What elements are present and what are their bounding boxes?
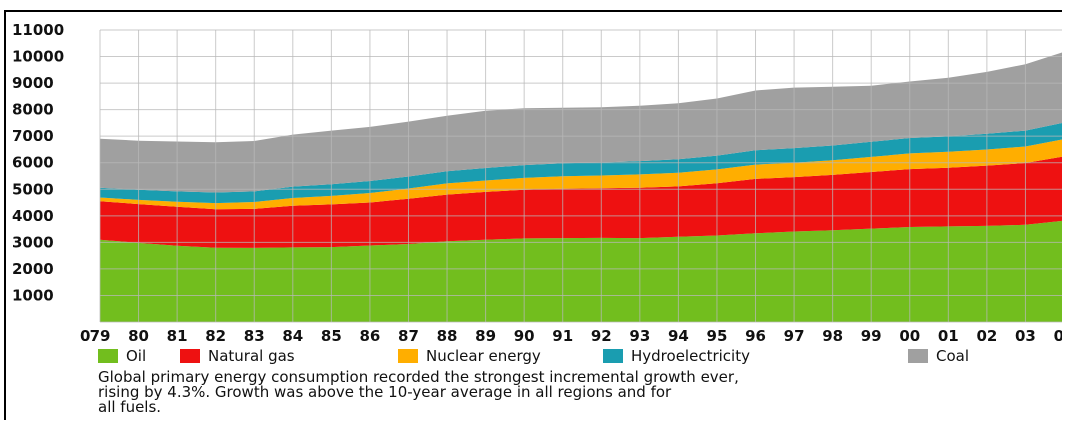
y-tick-label: 3000 <box>12 233 54 251</box>
caption-line: all fuels. <box>98 398 162 416</box>
x-tick-label: 92 <box>591 327 612 342</box>
legend-swatch-coal <box>908 349 928 363</box>
grid-lines <box>99 29 1062 323</box>
legend-item-oil: Oil <box>98 347 146 365</box>
x-tick-label: 80 <box>128 327 149 342</box>
y-tick-label: 5000 <box>12 180 54 198</box>
legend-label-oil: Oil <box>126 347 147 365</box>
x-tick-label: 96 <box>745 327 766 342</box>
y-axis-ticks: 1000 2000 3000 4000 5000 6000 7000 8000 9000 1000… <box>12 21 64 304</box>
area-coal <box>100 52 1062 193</box>
x-tick-label: 04 <box>1054 327 1062 342</box>
x-tick-label: 97 <box>784 327 805 342</box>
legend-item-nuclear-energy: Nuclear energy <box>398 347 541 365</box>
x-tick-label: 81 <box>167 327 188 342</box>
legend-item-natural-gas: Natural gas <box>180 347 295 365</box>
y-tick-label: 8000 <box>12 101 54 119</box>
legend-swatch-natural-gas <box>180 349 200 363</box>
caption-line: rising by 4.3%. Growth was above the 10-… <box>98 383 672 401</box>
legend-swatch-oil <box>98 349 118 363</box>
legend-item-coal: Coal <box>908 347 969 365</box>
legend-swatch-nuclear-energy <box>398 349 418 363</box>
y-tick-label: 4000 <box>12 207 54 225</box>
legend-item-hydroelectricity: Hydroelectricity <box>603 347 750 365</box>
x-tick-label: 89 <box>475 327 496 342</box>
legend-swatch-hydroelectricity <box>603 349 623 363</box>
y-tick-label: 2000 <box>12 260 54 278</box>
area-natural-gas <box>100 156 1062 248</box>
x-tick-label: 87 <box>398 327 419 342</box>
y-tick-label: 6000 <box>12 154 54 172</box>
chart-frame: 1000 2000 3000 4000 5000 6000 7000 8000 9000 1000… <box>4 10 1062 420</box>
x-tick-label: 98 <box>822 327 843 342</box>
legend-label-coal: Coal <box>936 347 970 365</box>
caption-line: Global primary energy consumption record… <box>98 368 739 386</box>
y-tick-label: 9000 <box>12 74 54 92</box>
x-tick-origin-label: 0 <box>80 327 90 342</box>
x-tick-label: 82 <box>205 327 226 342</box>
series-areas <box>100 52 1062 322</box>
x-tick-label: 95 <box>707 327 728 342</box>
stacked-area-chart: 1000200030004000500060007000800090001000… <box>12 21 1062 342</box>
x-tick-label: 02 <box>976 327 997 342</box>
area-oil <box>100 220 1062 322</box>
x-tick-label: 83 <box>244 327 265 342</box>
x-tick-label: 99 <box>861 327 882 342</box>
legend-label-nuclear-energy: Nuclear energy <box>426 347 541 365</box>
chart-caption: Global primary energy consumption record… <box>98 370 998 415</box>
x-tick-label: 84 <box>282 327 303 342</box>
y-tick-label: 11000 <box>12 21 64 39</box>
x-tick-label: 03 <box>1015 327 1036 342</box>
y-tick-label: 7000 <box>12 127 54 145</box>
x-tick-label: 79 <box>90 327 111 342</box>
x-tick-label: 85 <box>321 327 342 342</box>
x-tick-label: 86 <box>359 327 380 342</box>
x-tick-label: 88 <box>437 327 458 342</box>
legend-label-natural-gas: Natural gas <box>208 347 295 365</box>
x-tick-label: 91 <box>552 327 573 342</box>
x-tick-label: 93 <box>629 327 650 342</box>
y-tick-label: 10000 <box>12 48 64 66</box>
x-tick-label: 94 <box>668 327 689 342</box>
y-tick-label: 1000 <box>12 286 54 304</box>
x-axis-ticks: 0 79 80 81 82 83 84 85 86 87 88 89 90 91 92 93 94 95 96 97 9… <box>80 327 1062 342</box>
x-tick-label: 01 <box>938 327 959 342</box>
legend-label-hydroelectricity: Hydroelectricity <box>631 347 750 365</box>
x-tick-label: 90 <box>514 327 535 342</box>
x-tick-label: 00 <box>899 327 920 342</box>
